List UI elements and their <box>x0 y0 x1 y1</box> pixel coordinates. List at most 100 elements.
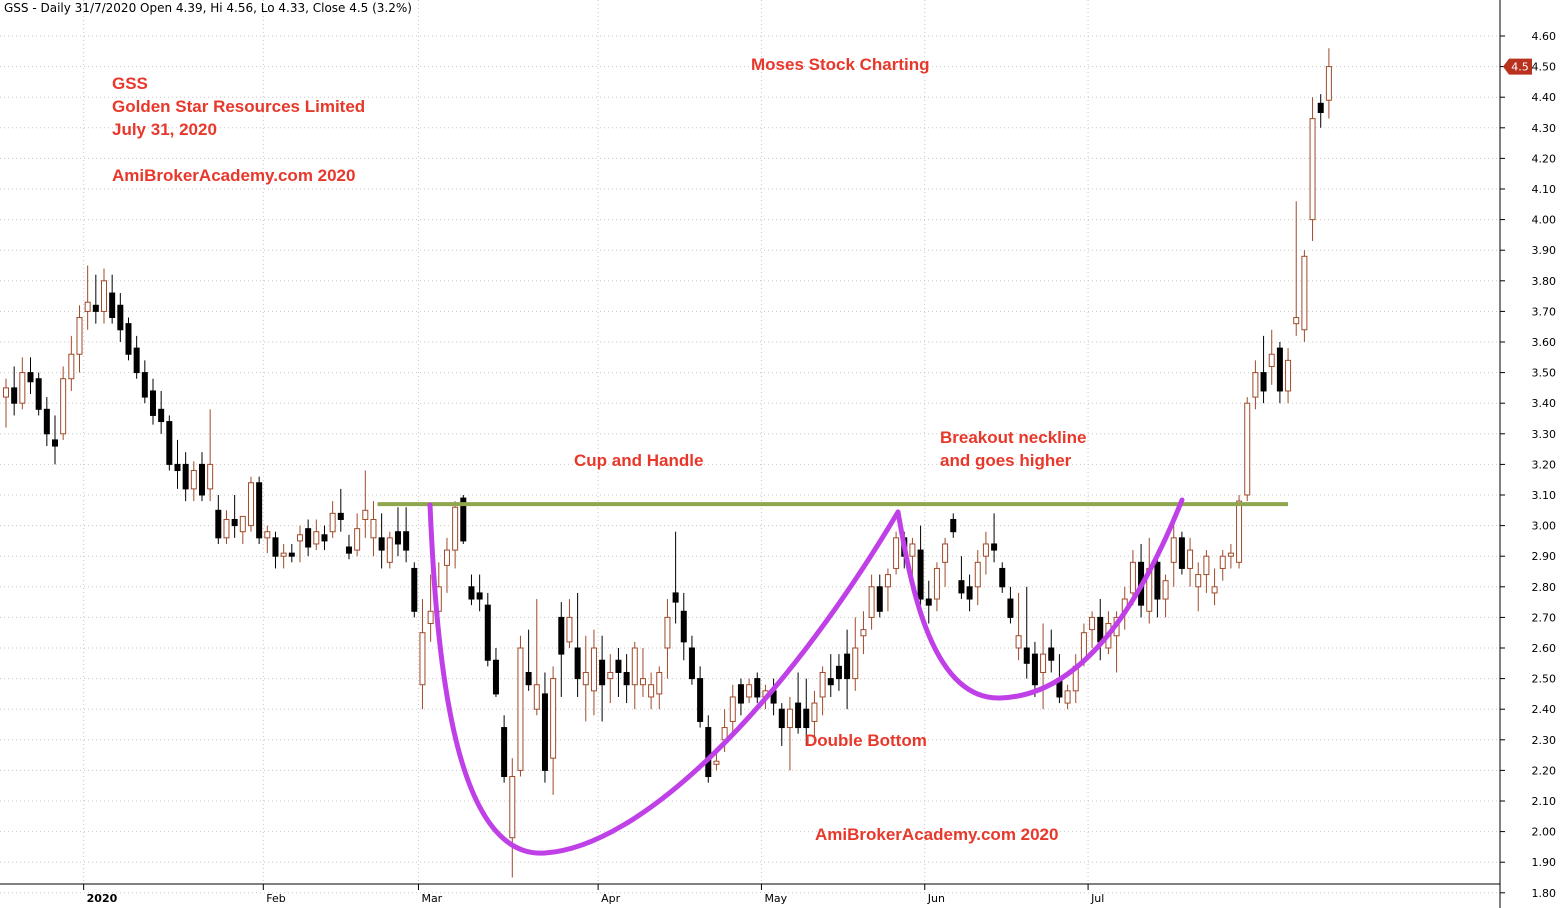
candle <box>141 360 148 404</box>
candle <box>370 501 377 557</box>
candle <box>149 378 156 425</box>
y-tick-label: 4.50 <box>1532 61 1557 74</box>
y-tick-label: 4.60 <box>1532 30 1557 43</box>
candle <box>517 635 524 777</box>
candle <box>443 537 450 593</box>
candle <box>182 452 189 502</box>
chart-date: July 31, 2020 <box>112 120 217 139</box>
candle <box>3 378 9 428</box>
candle <box>1089 611 1096 648</box>
candle <box>1309 97 1316 242</box>
candle <box>811 690 818 740</box>
candle <box>223 510 230 544</box>
cup-and-handle-label: Cup and Handle <box>574 451 704 470</box>
y-tick-label: 2.80 <box>1532 581 1557 594</box>
candle <box>623 654 630 704</box>
candle <box>1195 562 1202 612</box>
candle <box>827 654 834 697</box>
candle <box>966 574 973 612</box>
candle <box>419 599 426 710</box>
candle <box>1301 250 1308 342</box>
candle <box>697 666 704 728</box>
candle <box>394 507 401 557</box>
candle <box>1236 495 1243 569</box>
candle <box>664 599 671 679</box>
candle <box>525 629 532 691</box>
candle <box>933 562 940 612</box>
candle <box>737 678 744 716</box>
candle <box>974 550 981 606</box>
candle <box>198 452 205 502</box>
candle <box>378 513 385 569</box>
y-tick-label: 2.30 <box>1532 734 1557 747</box>
candle <box>705 715 712 783</box>
candle <box>550 666 557 795</box>
candle <box>509 758 516 878</box>
candle <box>541 672 548 783</box>
candle <box>76 305 83 373</box>
candle <box>1170 519 1177 587</box>
x-tick-label: 2020 <box>87 892 118 905</box>
candle <box>835 654 842 691</box>
y-tick-label: 1.80 <box>1532 887 1557 900</box>
candle <box>999 562 1006 593</box>
handle-curve <box>895 497 1185 701</box>
candle <box>329 501 336 538</box>
y-tick-label: 3.30 <box>1532 428 1557 441</box>
candle <box>746 678 753 704</box>
candle <box>656 666 663 710</box>
candle <box>354 513 361 557</box>
candle <box>884 568 891 612</box>
candle <box>1317 94 1324 128</box>
y-tick-label: 4.40 <box>1532 91 1557 104</box>
candle <box>362 470 369 538</box>
candle <box>280 543 287 569</box>
candle <box>533 599 540 716</box>
candle <box>1325 48 1332 119</box>
last-price-marker: 4.5 <box>1503 58 1532 75</box>
candle <box>803 678 810 746</box>
ticker-label: GSS <box>112 74 148 93</box>
candle <box>1015 592 1022 661</box>
breakout-label-line2: and goes higher <box>940 451 1072 470</box>
candle <box>688 635 695 685</box>
y-tick-label: 2.10 <box>1532 795 1557 808</box>
last-price-label: 4.5 <box>1511 61 1529 74</box>
candle <box>982 531 989 575</box>
candle <box>566 599 573 648</box>
candle <box>917 525 924 606</box>
candle <box>337 488 344 532</box>
y-tick-label: 4.30 <box>1532 122 1557 135</box>
y-tick-label: 2.20 <box>1532 764 1557 777</box>
candle <box>1162 574 1169 618</box>
y-tick-label: 3.70 <box>1532 305 1557 318</box>
candle <box>43 397 50 447</box>
candle <box>109 274 116 324</box>
candle <box>1260 335 1267 404</box>
x-tick-label: May <box>764 892 787 905</box>
candle <box>1187 537 1194 587</box>
site-watermark-bottom: AmiBrokerAcademy.com 2020 <box>815 825 1059 844</box>
y-tick-label: 2.70 <box>1532 611 1557 624</box>
x-tick-label: Mar <box>421 892 442 905</box>
candle <box>582 635 589 722</box>
candle <box>264 525 271 554</box>
candle <box>117 293 124 342</box>
candle <box>1007 586 1014 624</box>
candle <box>1178 531 1185 575</box>
candle <box>190 461 197 502</box>
candle <box>1048 629 1055 673</box>
candle <box>1268 329 1275 385</box>
chart-header: GSS - Daily 31/7/2020 Open 4.39, Hi 4.56… <box>4 1 412 15</box>
y-tick-label: 3.20 <box>1532 458 1557 471</box>
y-tick-label: 4.10 <box>1532 183 1557 196</box>
candle <box>631 641 638 710</box>
y-tick-label: 3.80 <box>1532 275 1557 288</box>
y-tick-label: 2.40 <box>1532 703 1557 716</box>
company-name: Golden Star Resources Limited <box>112 97 366 116</box>
candle <box>11 366 18 416</box>
candle <box>166 415 173 471</box>
cup-curve <box>427 502 901 856</box>
x-tick-label: Jul <box>1090 892 1104 905</box>
candle <box>1023 586 1030 679</box>
